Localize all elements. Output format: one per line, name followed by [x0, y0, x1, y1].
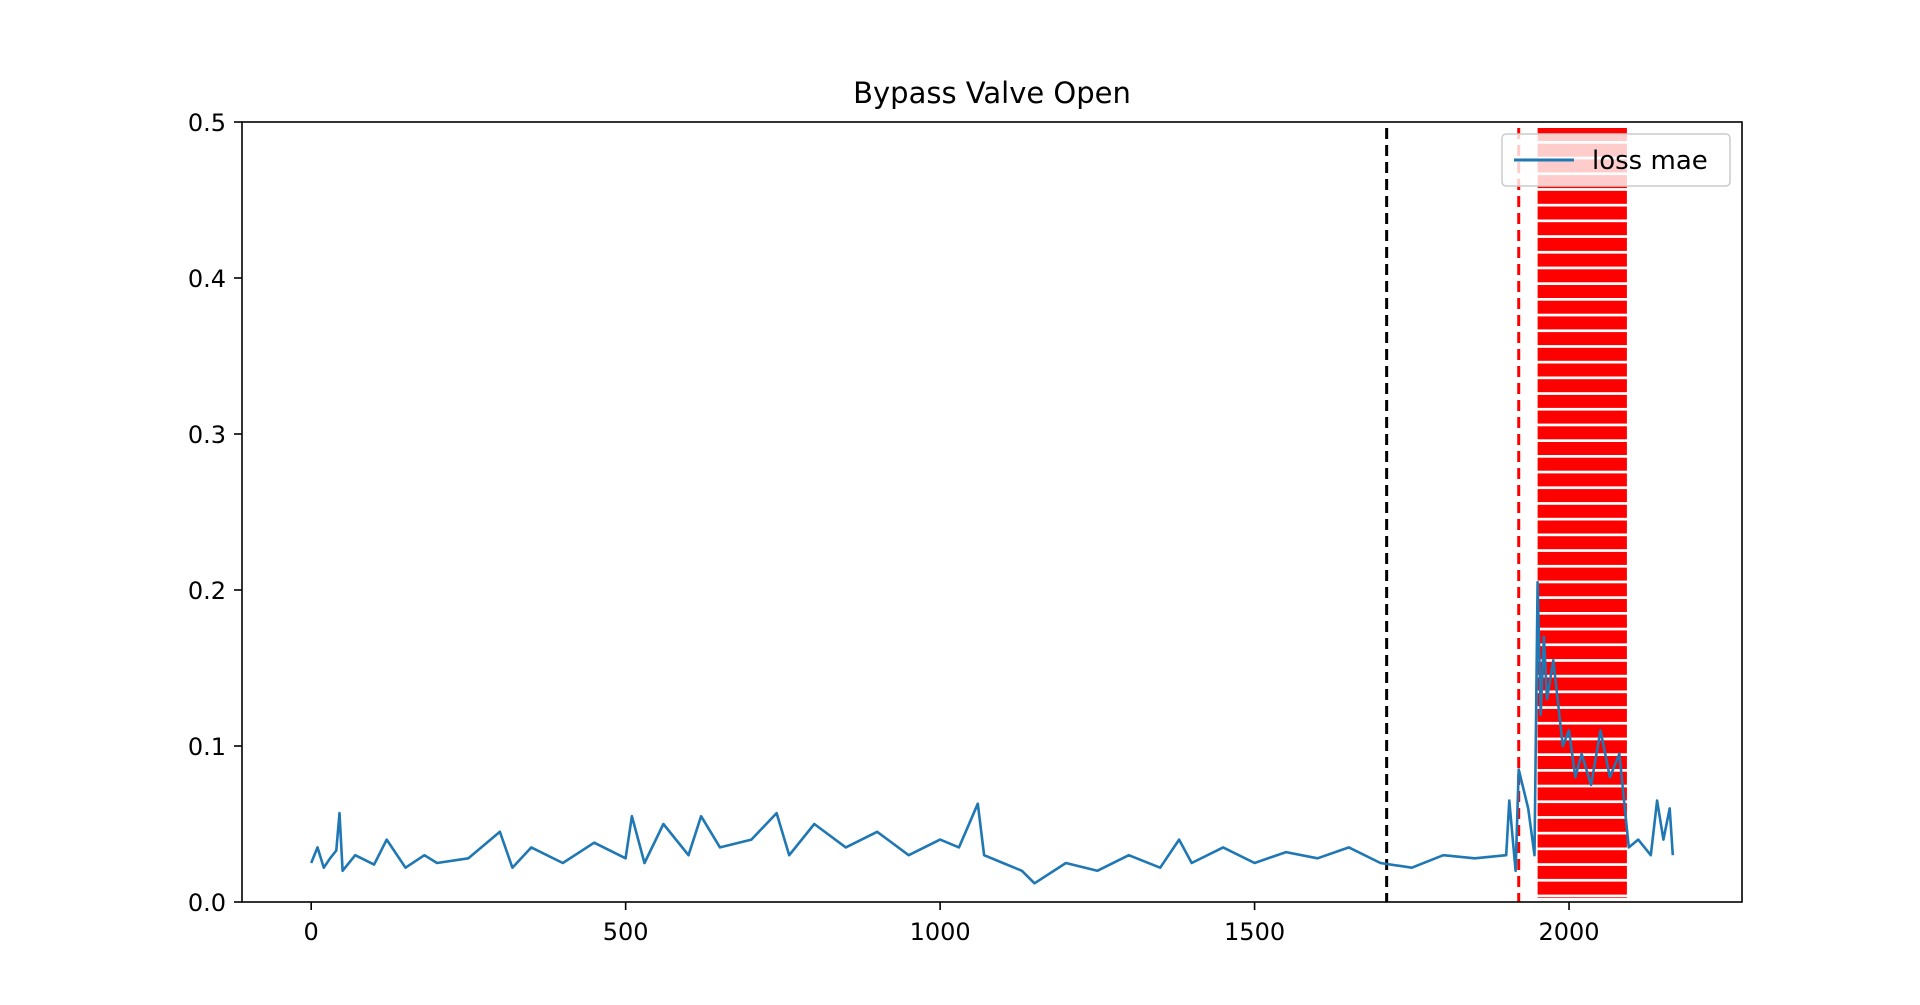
anomaly-band-stripe — [1537, 787, 1627, 801]
anomaly-band-stripe — [1537, 237, 1627, 251]
anomaly-band-stripe — [1537, 646, 1627, 660]
anomaly-band-stripe — [1537, 442, 1627, 455]
anomaly-band-stripe — [1537, 300, 1627, 314]
series-line-loss-mae — [309, 580, 1675, 885]
x-tick-label: 1000 — [910, 918, 971, 946]
anomaly-band-stripe — [1537, 677, 1627, 691]
y-tick-label: 0.5 — [188, 109, 226, 137]
anomaly-band-stripe — [1537, 708, 1627, 722]
anomaly-band-stripe — [1537, 489, 1627, 503]
chart-title: Bypass Valve Open — [853, 76, 1131, 110]
x-tick-label: 0 — [304, 918, 319, 946]
legend[interactable]: loss mae — [1501, 133, 1731, 187]
anomaly-band-stripe — [1537, 693, 1627, 707]
x-tick-label: 500 — [603, 918, 649, 946]
anomaly-band-stripe — [1537, 536, 1627, 550]
anomaly-band-stripe — [1537, 551, 1627, 565]
x-tick-label: 1500 — [1224, 918, 1285, 946]
anomaly-band-stripe — [1537, 363, 1627, 377]
anomaly-band-stripe — [1537, 818, 1627, 832]
anomaly-band-stripe — [1537, 771, 1627, 785]
anomaly-band-stripe — [1537, 897, 1627, 898]
anomaly-band-stripe — [1537, 316, 1627, 330]
anomaly-band-stripe — [1537, 834, 1627, 848]
anomaly-band-stripe — [1537, 614, 1627, 628]
x-tick-label: 2000 — [1539, 918, 1600, 946]
y-tick-label: 0.4 — [188, 265, 226, 293]
anomaly-band-stripe — [1537, 457, 1627, 471]
legend-box — [1501, 133, 1731, 187]
anomaly-band-stripe — [1537, 394, 1627, 408]
anomaly-band-stripe — [1537, 190, 1627, 204]
anomaly-band-stripe — [1537, 426, 1627, 440]
anomaly-band-stripe — [1537, 661, 1627, 675]
anomaly-band-stripe — [1537, 347, 1627, 361]
anomaly-band-stripe — [1537, 520, 1627, 534]
anomaly-band-stripe — [1537, 865, 1627, 879]
y-tick-label: 0.2 — [188, 577, 226, 605]
anomaly-band-stripe — [1537, 253, 1627, 267]
anomaly-band-stripe — [1537, 803, 1627, 817]
anomaly-band-stripe — [1537, 724, 1627, 738]
anomaly-band-stripe — [1537, 850, 1627, 864]
anomaly-band-stripe — [1537, 740, 1627, 754]
anomaly-band-stripe — [1537, 379, 1627, 393]
y-tick-label: 0.3 — [188, 421, 226, 449]
anomaly-band-stripe — [1537, 269, 1627, 283]
legend-label-loss-mae: loss mae — [1592, 146, 1708, 176]
anomaly-band-stripe — [1537, 504, 1627, 518]
anomaly-band-stripe — [1537, 583, 1627, 597]
anomaly-band-stripe — [1537, 630, 1627, 644]
anomaly-band-stripe — [1537, 206, 1627, 220]
y-tick-label: 0.0 — [188, 889, 226, 917]
plot-frame — [241, 121, 1743, 903]
anomaly-band-stripe — [1537, 410, 1627, 424]
anomaly-band-stripe — [1537, 473, 1627, 487]
anomaly-band-stripe — [1537, 567, 1627, 581]
anomaly-band-stripe — [1537, 285, 1627, 298]
anomaly-band-stripe — [1537, 599, 1627, 612]
anomaly-band-stripe — [1537, 881, 1627, 895]
anomaly-band-stripe — [1537, 332, 1627, 346]
axes: 0 500 1000 1500 2000 0.0 0.1 0.2 0.3 0.4 0.5 — [188, 109, 1600, 946]
y-tick-label: 0.1 — [188, 733, 226, 761]
anomaly-band-stripe — [1537, 756, 1627, 769]
anomaly-band-stripe — [1537, 222, 1627, 236]
